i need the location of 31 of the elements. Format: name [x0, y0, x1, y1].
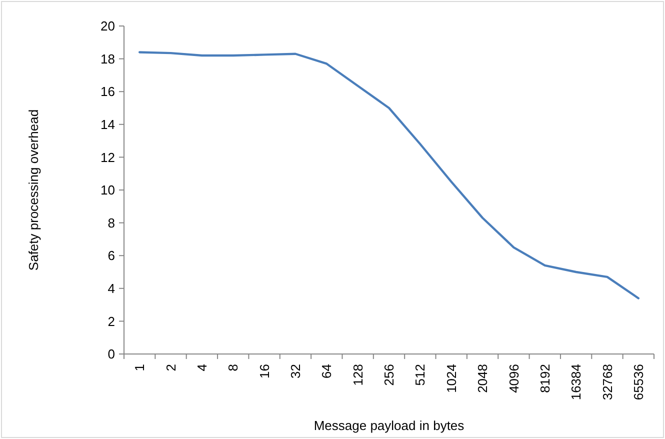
x-tick-label: 1024 — [444, 364, 459, 393]
y-tick-label: 12 — [100, 150, 115, 165]
x-tick-label: 65536 — [630, 364, 646, 400]
y-tick-label: 14 — [100, 116, 115, 132]
y-tick-label: 20 — [100, 18, 115, 34]
x-tick-label: 16 — [256, 364, 272, 378]
y-axis-title: Safety processing overhead — [26, 109, 41, 271]
x-tick-label: 4 — [194, 364, 210, 372]
x-tick-label: 8 — [226, 364, 241, 372]
x-tick-label: 4096 — [506, 364, 522, 393]
x-tick-label: 16384 — [568, 364, 584, 400]
x-tick-label: 64 — [319, 364, 334, 378]
x-tick-label: 2048 — [475, 364, 490, 393]
y-tick-label: 0 — [108, 346, 115, 362]
x-tick-label: 8192 — [537, 364, 552, 393]
line-series — [138, 51, 640, 300]
x-tick-label: 32768 — [600, 364, 615, 400]
x-tick-label: 256 — [382, 364, 397, 386]
y-tick-label: 18 — [100, 51, 115, 66]
x-axis-title: Message payload in bytes — [314, 418, 465, 433]
y-tick-label: 16 — [100, 84, 115, 100]
x-tick-label: 32 — [288, 364, 304, 378]
x-tick-label: 1 — [132, 364, 148, 372]
y-tick-label: 10 — [100, 182, 115, 198]
x-tick-label: 512 — [412, 364, 428, 386]
y-tick-label: 8 — [108, 215, 115, 230]
x-tick-label: 2 — [163, 364, 178, 372]
y-tick-label: 2 — [108, 314, 115, 329]
x-tick-label: 128 — [350, 364, 366, 386]
y-tick-label: 4 — [108, 280, 115, 296]
y-tick-label: 6 — [108, 248, 115, 264]
